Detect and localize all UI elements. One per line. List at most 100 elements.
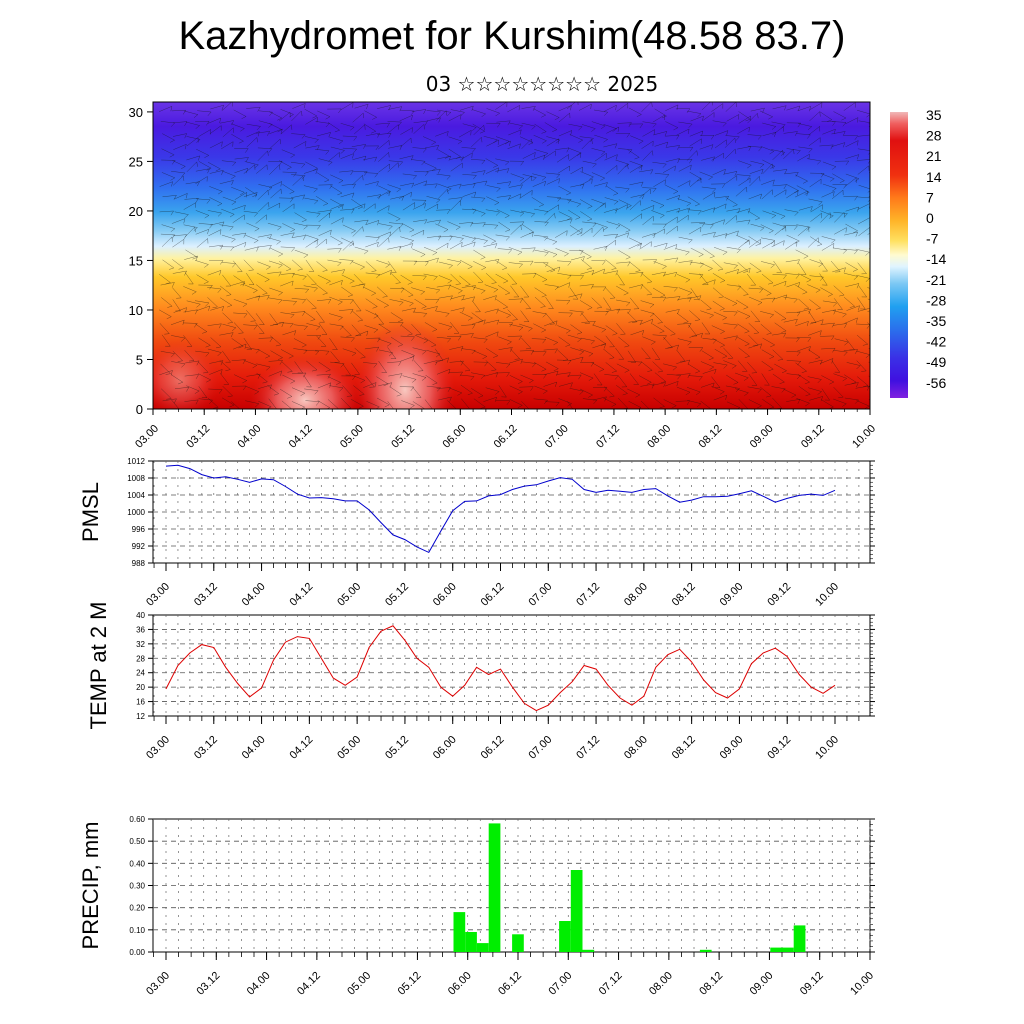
wind-barb bbox=[747, 134, 762, 137]
wind-barb-flag bbox=[820, 173, 825, 178]
wind-barb-flag bbox=[397, 344, 403, 347]
x-tick-label: 08.00 bbox=[622, 734, 650, 762]
x-tick-label: 05.12 bbox=[383, 581, 411, 609]
wind-barb bbox=[221, 102, 233, 111]
wind-barb bbox=[711, 385, 725, 392]
wind-barb-flag bbox=[446, 209, 451, 215]
wind-barb bbox=[796, 224, 811, 228]
wind-barb bbox=[557, 349, 569, 360]
wind-barb bbox=[857, 376, 869, 386]
wind-barb bbox=[257, 234, 272, 238]
wind-barb bbox=[363, 382, 377, 388]
wind-barb bbox=[437, 109, 451, 113]
wind-barb bbox=[185, 121, 200, 126]
wind-barb bbox=[725, 197, 738, 206]
wind-barb-flag bbox=[862, 343, 868, 346]
wind-barb bbox=[245, 272, 255, 285]
wind-barb bbox=[783, 388, 797, 396]
wind-barb bbox=[832, 323, 847, 326]
wind-barb-flag bbox=[877, 180, 882, 182]
wind-barb bbox=[871, 141, 884, 147]
wind-barb bbox=[183, 202, 196, 210]
wind-barb-flag bbox=[743, 306, 749, 310]
wind-barb bbox=[616, 273, 625, 286]
wind-barb-flag bbox=[646, 382, 652, 385]
wind-barb bbox=[845, 117, 859, 125]
wind-barb-flag bbox=[459, 200, 462, 206]
wind-barb-flag bbox=[472, 209, 477, 214]
wind-barb bbox=[390, 272, 401, 283]
wind-barb-flag bbox=[590, 362, 595, 367]
wind-barb-flag bbox=[615, 105, 617, 111]
wind-barb-flag bbox=[626, 133, 630, 138]
time-axis: 03.00 03.12 04.00 04.12 05.00 05.12 06.00 06.12… bbox=[133, 409, 878, 451]
wind-barb bbox=[605, 362, 617, 372]
wind-barb bbox=[821, 309, 836, 313]
wind-barb bbox=[303, 168, 318, 174]
wind-barb-flag bbox=[853, 276, 858, 280]
wind-barb bbox=[402, 375, 417, 380]
wind-barb bbox=[544, 370, 559, 375]
wind-barb bbox=[184, 374, 199, 377]
wind-barb-flag bbox=[173, 398, 177, 404]
wind-barb-flag bbox=[717, 268, 723, 271]
wind-barb bbox=[194, 260, 209, 265]
wind-barb bbox=[762, 241, 775, 249]
wind-barb-flag bbox=[481, 137, 483, 143]
wind-barb bbox=[642, 216, 654, 226]
wind-barb-flag bbox=[659, 330, 665, 334]
wind-barb bbox=[689, 177, 701, 188]
wind-barb-flag bbox=[526, 411, 531, 412]
wind-barb-flag bbox=[371, 292, 376, 296]
wind-barb bbox=[725, 175, 737, 184]
wind-barb bbox=[642, 129, 655, 137]
wind-barb bbox=[519, 260, 534, 262]
wind-barb-flag bbox=[483, 339, 488, 344]
colorbar-label: 35 bbox=[926, 107, 942, 123]
wind-barb bbox=[282, 223, 295, 230]
wind-barb bbox=[666, 374, 681, 376]
wind-barb bbox=[786, 360, 801, 362]
wind-barb bbox=[617, 397, 628, 409]
wind-barb-flag bbox=[567, 275, 572, 280]
wind-barb bbox=[173, 307, 187, 313]
wind-barb bbox=[579, 348, 593, 354]
wind-barb-flag bbox=[409, 302, 414, 307]
wind-barb bbox=[640, 300, 655, 305]
wind-barb bbox=[735, 372, 749, 379]
wind-barb bbox=[458, 221, 473, 224]
wind-barb-flag bbox=[346, 395, 352, 397]
wind-barb-flag bbox=[325, 116, 331, 120]
wind-barb-flag bbox=[329, 382, 332, 388]
wind-barb-flag bbox=[677, 208, 681, 214]
wind-barb-flag bbox=[301, 175, 306, 180]
wind-barb bbox=[378, 382, 392, 387]
wind-barb-flag bbox=[727, 357, 733, 359]
wind-barb-flag bbox=[413, 175, 417, 180]
wind-barb-flag bbox=[781, 330, 787, 333]
wind-barb-flag bbox=[231, 238, 236, 243]
wind-barb bbox=[508, 129, 522, 136]
wind-barb bbox=[363, 203, 376, 212]
wind-barb-flag bbox=[420, 291, 425, 295]
wind-barb bbox=[352, 299, 362, 312]
wind-barb-flag bbox=[555, 139, 560, 144]
wind-barb bbox=[737, 267, 751, 274]
wind-barb bbox=[354, 246, 369, 252]
wind-barb-flag bbox=[482, 222, 486, 228]
wind-barb-flag bbox=[677, 296, 681, 302]
wind-barb bbox=[689, 171, 702, 180]
wind-barb-flag bbox=[377, 220, 380, 226]
wind-barb bbox=[423, 273, 438, 277]
wind-barb bbox=[738, 239, 750, 249]
wind-barb-flag bbox=[494, 243, 498, 249]
wind-barb-flag bbox=[256, 246, 259, 252]
wind-barb bbox=[222, 350, 231, 363]
wind-barb-flag bbox=[484, 180, 488, 186]
wind-barb-flag bbox=[484, 362, 488, 367]
wind-barb-flag bbox=[195, 202, 197, 208]
wind-barb bbox=[833, 398, 847, 405]
wind-barb bbox=[495, 273, 509, 282]
wind-barb-flag bbox=[832, 191, 835, 197]
